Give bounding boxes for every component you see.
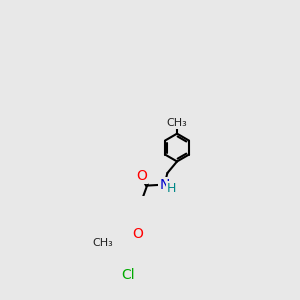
Text: Cl: Cl xyxy=(122,268,135,282)
Text: O: O xyxy=(132,227,143,241)
Text: CH₃: CH₃ xyxy=(167,118,188,128)
Text: H: H xyxy=(167,182,176,195)
Text: CH₃: CH₃ xyxy=(93,238,113,248)
Text: O: O xyxy=(136,169,147,182)
Text: N: N xyxy=(159,178,170,192)
